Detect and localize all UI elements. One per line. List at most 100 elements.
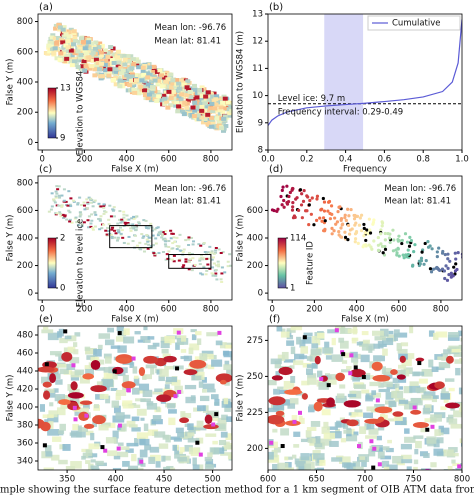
elev-pixel [156, 369, 162, 375]
elev-pixel [371, 390, 377, 396]
elev-pixel [392, 377, 399, 384]
elev-pixel [196, 109, 202, 114]
elev-pixel [209, 447, 220, 455]
elev-pixel [115, 239, 119, 242]
elev-pixel [124, 223, 128, 226]
elev-pixel [146, 247, 150, 250]
elev-pixel [393, 412, 403, 421]
feature-dot [441, 249, 445, 254]
elev-pixel [115, 336, 125, 342]
elev-pixel [145, 238, 149, 241]
elev-pixel [59, 423, 66, 431]
elev-pixel [60, 40, 66, 45]
elev-pixel [172, 444, 177, 451]
elev-pixel [87, 66, 93, 71]
elev-pixel [230, 354, 232, 361]
elev-pixel [92, 421, 97, 427]
legend-box [367, 15, 461, 31]
ridge-blob [138, 367, 146, 377]
feature-dot [305, 209, 309, 213]
x-tick-label: 600 [161, 155, 177, 165]
elev-pixel [129, 227, 133, 230]
elev-pixel [315, 436, 321, 444]
x-tick-label: 0.0 [261, 155, 275, 165]
elev-pixel [138, 74, 144, 79]
elev-pixel [293, 444, 300, 448]
elev-pixel [180, 335, 187, 342]
elev-pixel [120, 423, 127, 432]
elev-pixel [383, 367, 392, 375]
feature-dot [387, 236, 392, 240]
feature-dot [297, 208, 301, 212]
ridge-blob [371, 361, 383, 371]
elev-pixel [44, 419, 49, 424]
elev-pixel [159, 73, 165, 78]
elev-pixel [168, 96, 174, 101]
cumulative-line [268, 19, 462, 126]
elev-pixel [145, 233, 149, 236]
x-tick-label: 0.8 [416, 155, 430, 165]
elev-pixel [195, 105, 201, 110]
elev-pixel [331, 337, 336, 346]
ridge-blob [346, 419, 359, 427]
y-axis-label: Elevation to WGS84 (m) [236, 31, 246, 133]
elev-pixel [49, 351, 62, 356]
panel-title: (c) [39, 164, 52, 175]
elev-pixel [198, 98, 204, 103]
elev-pixel [311, 335, 317, 344]
elev-pixel [115, 412, 125, 420]
elev-pixel [195, 437, 204, 444]
feature-dot [383, 247, 388, 251]
elev-pixel [52, 46, 58, 51]
elev-pixel [294, 353, 305, 360]
feature-dot [412, 250, 416, 254]
elev-pixel [221, 400, 231, 408]
elev-pixel [58, 459, 68, 465]
elev-pixel [125, 88, 131, 93]
elev-pixel [393, 329, 400, 338]
elev-pixel [187, 238, 191, 241]
elev-pixel [58, 196, 62, 199]
elev-pixel [58, 328, 64, 337]
elev-pixel [214, 269, 218, 272]
elev-pixel [161, 348, 169, 354]
elev-pixel [69, 357, 80, 364]
elev-pixel [144, 444, 152, 451]
feature-dot [379, 242, 383, 246]
elev-pixel [123, 336, 135, 344]
elev-pixel [143, 423, 149, 432]
elev-pixel [197, 338, 202, 345]
elev-pixel [99, 215, 103, 218]
elev-pixel [192, 464, 200, 470]
marker [139, 459, 144, 464]
elev-pixel [78, 427, 89, 432]
feature-dot [270, 208, 275, 212]
elev-pixel [433, 448, 444, 456]
elev-pixel [45, 51, 51, 56]
elev-pixel [188, 258, 192, 261]
elev-pixel [131, 453, 137, 462]
elev-pixel [421, 368, 433, 377]
elev-pixel [45, 451, 53, 457]
ridge-blob [143, 355, 159, 364]
elev-pixel [388, 330, 394, 335]
elev-pixel [228, 444, 232, 450]
feature-dot [370, 247, 374, 251]
elev-pixel [221, 94, 227, 99]
elev-pixel [347, 393, 357, 398]
marker [361, 374, 366, 379]
x-tick-label: 800 [203, 155, 219, 165]
elev-pixel [86, 219, 90, 222]
elev-pixel [143, 339, 151, 343]
elev-pixel [97, 344, 103, 350]
feature-dot [403, 232, 408, 236]
feature-dot [454, 262, 458, 266]
elev-pixel [176, 81, 182, 86]
y-tick-label: 600 [17, 47, 33, 57]
feature-dot [380, 244, 385, 249]
elev-pixel [140, 65, 146, 70]
elev-pixel [167, 103, 173, 108]
elev-pixel [111, 400, 120, 408]
elev-pixel [437, 356, 446, 361]
elev-pixel [164, 365, 174, 370]
